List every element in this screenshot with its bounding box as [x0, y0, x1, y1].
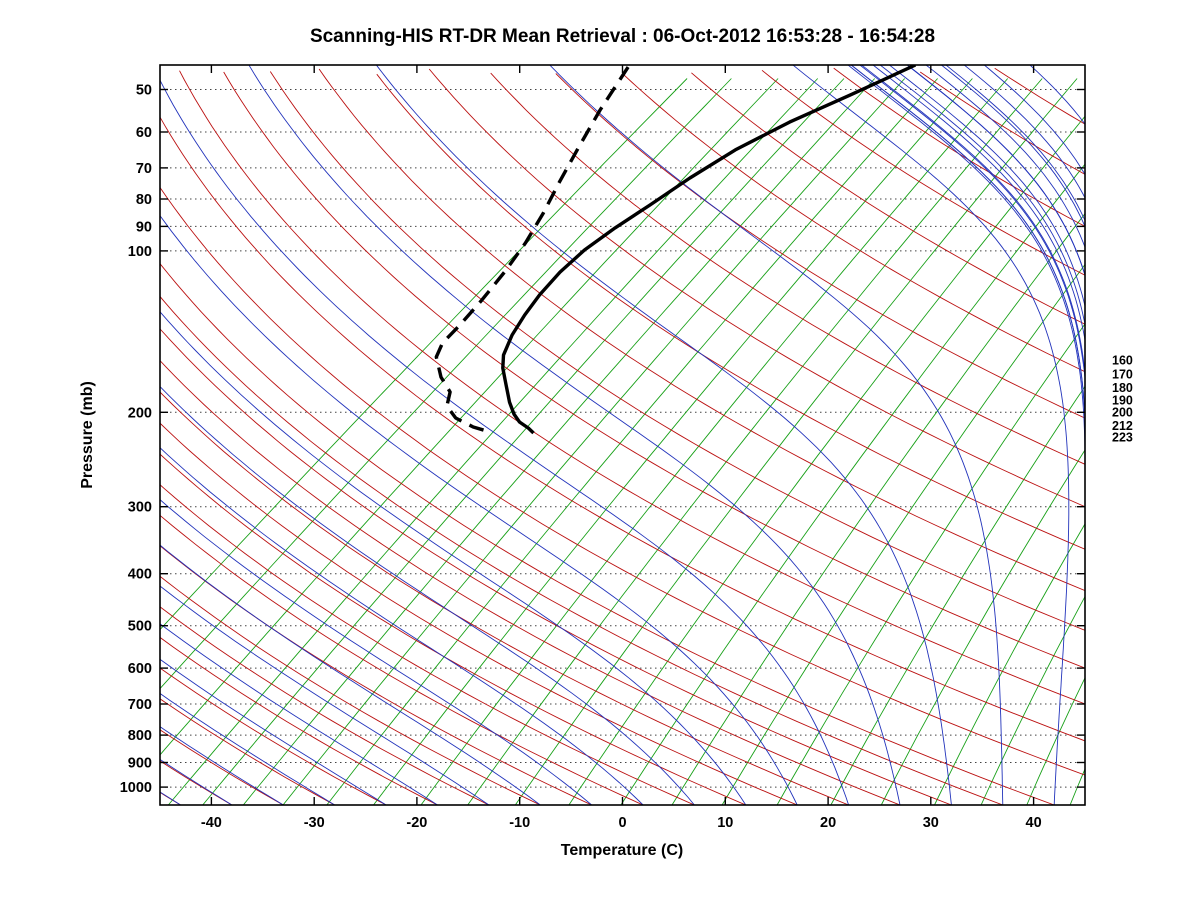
svg-text:60: 60 — [136, 125, 152, 141]
svg-text:700: 700 — [128, 697, 152, 713]
svg-text:800: 800 — [128, 728, 152, 744]
svg-text:-20: -20 — [406, 815, 427, 831]
svg-text:300: 300 — [128, 500, 152, 516]
svg-text:212: 212 — [1112, 419, 1133, 433]
svg-text:-30: -30 — [304, 815, 325, 831]
x-axis-label: Temperature (C) — [560, 842, 684, 859]
sounding-profiles — [434, 65, 917, 435]
svg-text:223: 223 — [1112, 431, 1133, 445]
svg-text:180: 180 — [1112, 381, 1133, 395]
svg-text:170: 170 — [1112, 368, 1133, 382]
dry-adiabats — [160, 67, 1085, 805]
axis-ticks — [160, 65, 1085, 805]
svg-text:400: 400 — [128, 567, 152, 583]
svg-text:100: 100 — [128, 244, 152, 260]
plot-frame — [159, 64, 1086, 806]
svg-text:1000: 1000 — [120, 780, 152, 796]
svg-text:-40: -40 — [201, 815, 222, 831]
svg-text:40: 40 — [1026, 815, 1042, 831]
moist-adiabats — [160, 65, 1085, 805]
svg-text:900: 900 — [128, 756, 152, 772]
temperature-tick-labels: -40 -30 -20 -10 0 10 20 30 40 — [201, 815, 1042, 831]
svg-text:70: 70 — [136, 161, 152, 177]
svg-text:160: 160 — [1112, 353, 1133, 367]
svg-text:200: 200 — [128, 405, 152, 421]
svg-text:500: 500 — [128, 619, 152, 635]
svg-text:-10: -10 — [509, 815, 530, 831]
svg-text:200: 200 — [1112, 405, 1133, 419]
svg-text:50: 50 — [136, 83, 152, 99]
pressure-tick-labels: 50 60 70 80 90 100 200 300 400 500 600 700 800 900 100… — [120, 83, 152, 797]
chart-title: Scanning-HIS RT-DR Mean Retrieval : 06-O… — [309, 26, 936, 47]
svg-text:80: 80 — [136, 192, 152, 208]
svg-text:0: 0 — [618, 815, 626, 831]
svg-text:190: 190 — [1112, 393, 1133, 407]
svg-text:10: 10 — [717, 815, 733, 831]
svg-text:20: 20 — [820, 815, 836, 831]
svg-text:600: 600 — [128, 661, 152, 677]
temperature-profile-line — [501, 65, 917, 435]
svg-text:30: 30 — [923, 815, 939, 831]
dewpoint-profile-line — [434, 66, 630, 433]
svg-text:90: 90 — [136, 219, 152, 235]
